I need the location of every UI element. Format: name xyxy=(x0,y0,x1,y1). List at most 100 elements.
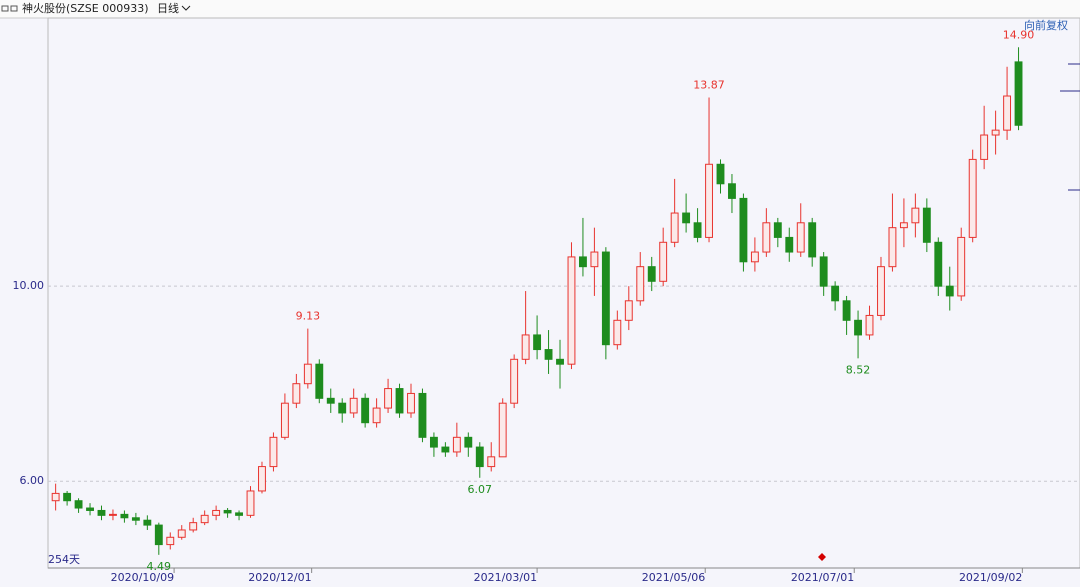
candle-body xyxy=(166,536,175,546)
candle-body xyxy=(854,319,862,336)
candle-body xyxy=(934,241,943,287)
y-tick-label: 10.00 xyxy=(13,279,45,292)
candle-body xyxy=(326,397,335,404)
x-tick-label: 2021/03/01 xyxy=(474,571,537,584)
candle-body xyxy=(544,349,553,360)
candle-body xyxy=(521,334,530,360)
candle-body xyxy=(899,222,908,229)
candle-body xyxy=(945,285,954,297)
candle-body xyxy=(831,285,840,302)
candle-body xyxy=(464,436,473,448)
candle-body xyxy=(441,446,450,453)
candle-body xyxy=(395,388,404,414)
extreme-label: 13.87 xyxy=(693,78,725,91)
extreme-label: 4.49 xyxy=(147,560,172,573)
candle-body xyxy=(361,397,370,424)
candle-body xyxy=(429,436,438,448)
candle-body xyxy=(510,358,519,404)
x-tick-label: 2021/05/06 xyxy=(642,571,705,584)
icon xyxy=(1,5,9,12)
candle-body xyxy=(63,492,72,502)
candle-body xyxy=(74,500,83,509)
x-tick-label: 2021/07/01 xyxy=(791,571,854,584)
candle-body xyxy=(705,163,713,238)
candle-body xyxy=(223,509,232,514)
candle-body xyxy=(877,266,885,316)
span-label: 254天 xyxy=(48,553,80,566)
candle-body xyxy=(796,222,805,253)
candle-body xyxy=(372,407,381,424)
candle-body xyxy=(636,266,645,302)
candle-body xyxy=(785,236,794,253)
candle-body xyxy=(303,363,312,385)
candle-body xyxy=(315,363,324,399)
candle-body xyxy=(292,383,301,404)
x-tick-label: 2021/09/02 xyxy=(959,571,1022,584)
candle-body xyxy=(670,212,679,243)
candle-body xyxy=(384,388,393,409)
candle-body xyxy=(154,524,163,546)
candle-body xyxy=(86,507,94,511)
candle-body xyxy=(533,334,542,351)
candle-body xyxy=(865,314,874,336)
candle-body xyxy=(246,490,255,516)
stock-title: 神火股份(SZSE 000933) xyxy=(22,1,149,15)
candle-body xyxy=(177,529,186,538)
candle-body xyxy=(911,207,920,224)
candle-body xyxy=(97,509,106,516)
candle-body xyxy=(1003,95,1012,131)
candle-body xyxy=(452,436,461,453)
candle-body xyxy=(487,456,496,468)
candle-body xyxy=(235,512,243,516)
candle-body xyxy=(475,446,484,468)
period[interactable]: 日线 xyxy=(157,1,179,15)
candle-body xyxy=(808,222,817,258)
candle-body xyxy=(349,397,358,414)
extreme-label: 8.52 xyxy=(846,363,871,376)
candle-body xyxy=(728,183,736,199)
candle-body xyxy=(131,517,140,521)
candle-body xyxy=(693,222,702,238)
candle-body xyxy=(980,134,989,160)
candle-body xyxy=(819,256,828,287)
candle-body xyxy=(1014,61,1023,126)
extreme-label: 9.13 xyxy=(296,310,321,323)
candle-body xyxy=(968,158,977,238)
candle-body xyxy=(200,514,209,524)
candle-body xyxy=(498,402,507,458)
candle-body xyxy=(280,402,289,438)
event-marker[interactable] xyxy=(818,553,826,561)
candle-body xyxy=(590,251,599,268)
candle-body xyxy=(212,509,221,516)
extreme-label: 6.07 xyxy=(468,483,493,496)
candle-body xyxy=(624,300,633,321)
extreme-label: 14.90 xyxy=(1003,28,1035,41)
candle-body xyxy=(556,358,564,365)
candle-body xyxy=(579,256,587,268)
candle-body xyxy=(957,236,966,297)
candle-body xyxy=(189,522,198,531)
candle-body xyxy=(773,222,782,238)
candle-body xyxy=(338,402,347,414)
adjustment[interactable]: 向前复权 xyxy=(1024,18,1068,32)
candle-body xyxy=(991,129,1000,136)
candle-body xyxy=(418,392,427,438)
candle-body xyxy=(659,241,668,282)
candle-body xyxy=(601,251,610,346)
x-tick-label: 2020/10/09 xyxy=(111,571,174,584)
dropdown-arrow[interactable] xyxy=(181,5,191,11)
candle-body xyxy=(716,163,725,185)
candle-body xyxy=(750,251,759,263)
candle-body xyxy=(269,436,278,468)
candle-body xyxy=(842,300,851,321)
x-tick-label: 2020/12/01 xyxy=(248,571,311,584)
candle-body xyxy=(682,212,691,224)
candle-body xyxy=(120,513,129,519)
candle-body xyxy=(739,197,748,263)
candle-body xyxy=(567,256,576,365)
candle-body xyxy=(51,492,60,502)
candle-body xyxy=(647,266,656,282)
